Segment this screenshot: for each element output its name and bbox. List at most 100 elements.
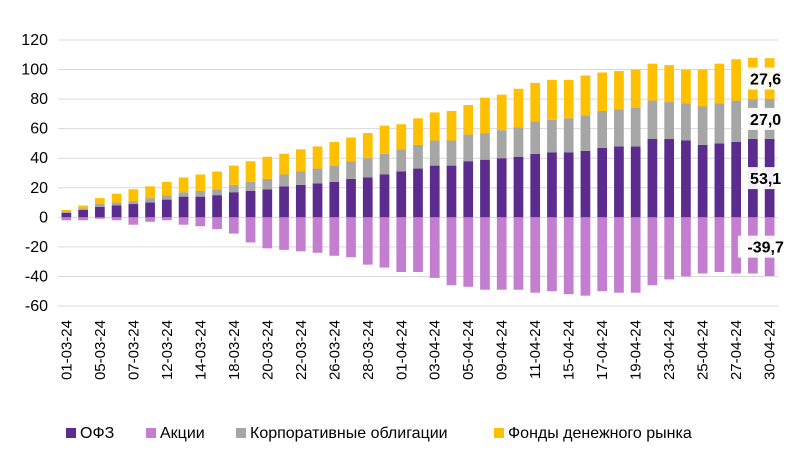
bar-stocks [480,217,490,290]
data-label-stocks: -39,7 [747,240,784,257]
bar-corporate [496,130,507,159]
y-tick-label: -60 [25,298,48,315]
bar-money_market [78,205,88,209]
bar-ofz [480,159,490,218]
bar-money_market [161,181,172,196]
bar-ofz [128,204,139,218]
bar-ofz [597,147,608,218]
bar-money_market [580,75,591,116]
legend-swatch-stocks [146,428,156,438]
bar-corporate [714,103,725,144]
bar-ofz [78,209,88,218]
bar-ofz [446,165,457,218]
bar-money_market [262,156,273,179]
y-axis-ticks: -60 -40 -20 0 20 40 60 80 100 120 [21,32,48,315]
legend: ОФЗ Акции Корпоративные облигации Фонды ден… [66,425,692,442]
legend-swatch-corporate [236,428,246,438]
bar-ofz [346,178,356,218]
bar-stocks [362,217,373,265]
bar-money_market [647,63,658,101]
bar-stocks [630,217,641,293]
bar-corporate [396,149,407,172]
x-tick-label: 23-04-24 [661,320,678,380]
bar-money_market [547,79,557,120]
x-tick-label: 15-04-24 [561,320,578,380]
bar-corporate [228,184,239,193]
bar-money_market [329,141,340,166]
bar-money_market [95,198,105,205]
bar-corporate [580,115,591,151]
bar-ofz [178,196,189,218]
bar-corporate [731,100,741,142]
bar-ofz [496,158,507,218]
bar-ofz [362,177,373,218]
bar-money_market [513,88,524,128]
bar-stocks [279,217,289,250]
bar-stocks [429,217,440,278]
bar-ofz [262,189,273,218]
bar-stocks [78,217,88,221]
y-tick-label: 20 [30,180,48,197]
bar-stocks [396,217,407,273]
bar-ofz [228,192,239,218]
bar-ofz [664,139,675,218]
bar-money_market [111,193,122,203]
legend-label-stocks: Акции [160,425,205,442]
bar-corporate [413,144,423,169]
bar-corporate [614,109,624,147]
bar-corporate [630,107,641,147]
bar-money_market [195,174,206,191]
x-tick-label: 01-03-24 [58,320,75,380]
bar-ofz [245,190,256,218]
bar-ofz [145,202,155,218]
bar-money_market [446,110,457,141]
bar-ofz [111,205,122,218]
bar-corporate [312,168,323,184]
x-axis-ticks: 01-03-24 05-03-24 07-03-24 12-03-24 14-03-24… [58,320,778,380]
bar-corporate [279,174,289,187]
bar-money_market [614,71,624,110]
x-tick-label: 28-03-24 [360,320,377,380]
bar-money_market [178,177,189,193]
bar-stocks [262,217,273,249]
x-tick-label: 05-03-24 [92,320,109,380]
x-tick-label: 26-03-24 [326,320,343,380]
bar-money_market [312,146,323,169]
bar-ofz [731,141,741,218]
bar-ofz [212,195,222,218]
bar-stocks [597,217,608,292]
y-tick-label: 80 [30,91,48,108]
bar-ofz [614,146,624,218]
bar-corporate [563,118,574,153]
bar-stocks [212,217,222,230]
bar-corporate [379,153,390,175]
bar-money_market [530,82,541,122]
bar-stocks [178,217,189,225]
bar-stocks [413,217,423,273]
bar-stocks [681,217,691,277]
y-tick-label: -20 [25,239,48,256]
bar-ofz [647,139,658,218]
bar-corporate [262,178,273,190]
data-label-bg [737,235,794,258]
bar-stocks [228,217,239,234]
bar-money_market [413,118,423,145]
bar-stocks [245,217,256,243]
bar-ofz [563,152,574,218]
x-tick-label: 01-04-24 [393,320,410,380]
bar-stocks [697,217,708,274]
bar-stocks [731,217,741,274]
bar-ofz [630,146,641,218]
bar-ofz [279,186,289,218]
bar-ofz [195,196,206,218]
bar-ofz [396,171,407,218]
bar-stocks [161,217,172,221]
data-label-bg [742,67,789,90]
bar-stocks [145,217,155,222]
bar-stocks [128,217,139,225]
bar-stocks [61,217,72,221]
bar-ofz [547,152,557,218]
bar-stocks [614,217,624,293]
bar-stocks [513,217,524,290]
bar-stocks [346,217,356,258]
